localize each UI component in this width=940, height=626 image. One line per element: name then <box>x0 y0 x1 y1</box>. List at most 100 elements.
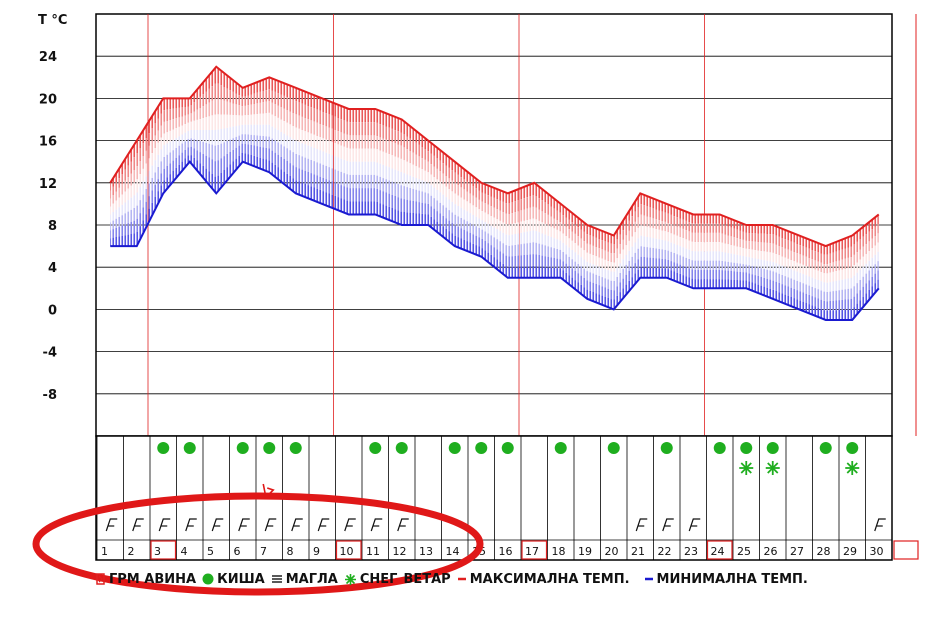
day-label: 13 <box>419 545 433 558</box>
y-tick-label: 0 <box>48 303 57 318</box>
wind-icon <box>344 518 356 532</box>
wind-stroke <box>688 518 701 532</box>
legend-fog: МАГЛА <box>271 572 338 587</box>
day-label: 11 <box>366 545 380 558</box>
wind-icon <box>874 518 886 532</box>
highlight-box <box>150 540 177 560</box>
rain-icon <box>819 442 832 454</box>
rain-icon <box>289 442 302 454</box>
wind-stroke <box>317 518 330 532</box>
wind-icon <box>132 518 144 532</box>
legend: ГРМ АВИНА КИША МАГЛА СНЕГ ВЕТАР МАКСИМАЛ… <box>96 568 808 590</box>
annotation-ellipse <box>32 492 484 596</box>
wind-stroke <box>238 518 250 532</box>
y-tick-label: 12 <box>39 177 57 192</box>
y-tick-label: 4 <box>48 261 57 276</box>
min-line-icon <box>644 577 653 581</box>
weather-strip: 1 2 3 4 5 6 7 8 9 10 11 12 13 14 15 16 17 18 19 20 21 22 23 24 2… <box>95 435 919 561</box>
legend-min-label: МИНИМАЛНА ТЕМП. <box>656 571 808 587</box>
day-label: 8 <box>287 545 294 558</box>
legend-max-label: МАКСИМАЛНА ТЕМП. <box>469 571 630 587</box>
legend-min: МИНИМАЛНА ТЕМП. <box>644 572 808 587</box>
legend-rain-label: КИША <box>217 571 265 587</box>
day-label: 4 <box>181 545 188 558</box>
day-label: 6 <box>234 545 241 558</box>
max-line-icon <box>457 577 466 581</box>
rain-icon <box>263 442 276 454</box>
day-label: 5 <box>207 545 214 558</box>
wind-icon <box>158 518 171 532</box>
wind-stroke <box>291 518 303 532</box>
rain-icon <box>740 442 753 454</box>
snow-stroke <box>846 462 858 474</box>
temperature-band <box>110 67 879 320</box>
y-tick-label: 16 <box>39 135 57 150</box>
highlight-box <box>521 540 548 560</box>
snowflake-icon <box>344 573 356 585</box>
snowflake-icon <box>845 461 860 475</box>
rain-icon <box>554 442 567 454</box>
rain-icon <box>236 442 249 454</box>
legend-wind: ВЕТАР <box>403 572 450 587</box>
day-label: 21 <box>631 545 645 558</box>
rain-icon <box>157 442 170 454</box>
day-label: 10 <box>340 545 354 558</box>
day-label: 22 <box>658 545 672 558</box>
rain-icon <box>501 442 514 454</box>
legend-hail-label: ГРМ АВИНА <box>109 571 197 587</box>
day-label: 16 <box>499 545 513 558</box>
wind-stroke <box>635 518 648 532</box>
wind-icon <box>317 518 330 532</box>
wind-icon <box>662 518 674 532</box>
wind-stroke <box>211 518 224 532</box>
day-label: 25 <box>737 545 751 558</box>
wind-stroke <box>185 518 197 532</box>
day-label: 24 <box>711 545 725 558</box>
day-label: 7 <box>260 545 267 558</box>
day-label: 28 <box>817 545 831 558</box>
day-label: 27 <box>790 545 804 558</box>
day-label: 29 <box>843 545 857 558</box>
y-tick-label: -4 <box>43 346 57 361</box>
snowflake-icon <box>765 461 780 475</box>
day-label: 3 <box>154 545 161 558</box>
wind-stroke <box>874 518 886 532</box>
day-label: 14 <box>446 545 460 558</box>
rain-icon <box>607 442 620 454</box>
wind-stroke <box>397 518 409 532</box>
day-label: 20 <box>605 545 619 558</box>
legend-wind-label: ВЕТАР <box>403 571 451 587</box>
wind-stroke <box>105 518 118 532</box>
y-tick-label: 24 <box>39 50 57 65</box>
day-label: 19 <box>578 545 592 558</box>
day-label: 17 <box>525 545 539 558</box>
highlight-box <box>335 540 362 560</box>
wind-icon <box>264 518 277 532</box>
wind-icon <box>635 518 648 532</box>
day-label: 26 <box>764 545 778 558</box>
wind-icon <box>291 518 303 532</box>
day-label: 12 <box>393 545 407 558</box>
snow-stroke <box>740 462 752 474</box>
wind-stroke <box>264 518 277 532</box>
wind-stroke <box>344 518 356 532</box>
wind-icon <box>370 518 383 532</box>
snowflake-icon <box>739 461 754 475</box>
day-label: 1 <box>101 545 108 558</box>
legend-fog-label: МАГЛА <box>285 571 338 587</box>
day-label: 9 <box>313 545 320 558</box>
wind-stroke <box>158 518 171 532</box>
rain-icon <box>369 442 382 454</box>
min-temp-line <box>110 160 880 321</box>
legend-rain: КИША <box>202 572 265 587</box>
day-label: 18 <box>552 545 566 558</box>
max-temp-line <box>109 65 880 248</box>
rain-icon <box>713 442 726 454</box>
highlight-box-extra <box>893 540 919 560</box>
wind-icon <box>238 518 250 532</box>
wind-stroke <box>132 518 144 532</box>
day-label: 2 <box>128 545 135 558</box>
wind-stroke <box>662 518 674 532</box>
legend-snow: СНЕГ <box>344 572 397 587</box>
